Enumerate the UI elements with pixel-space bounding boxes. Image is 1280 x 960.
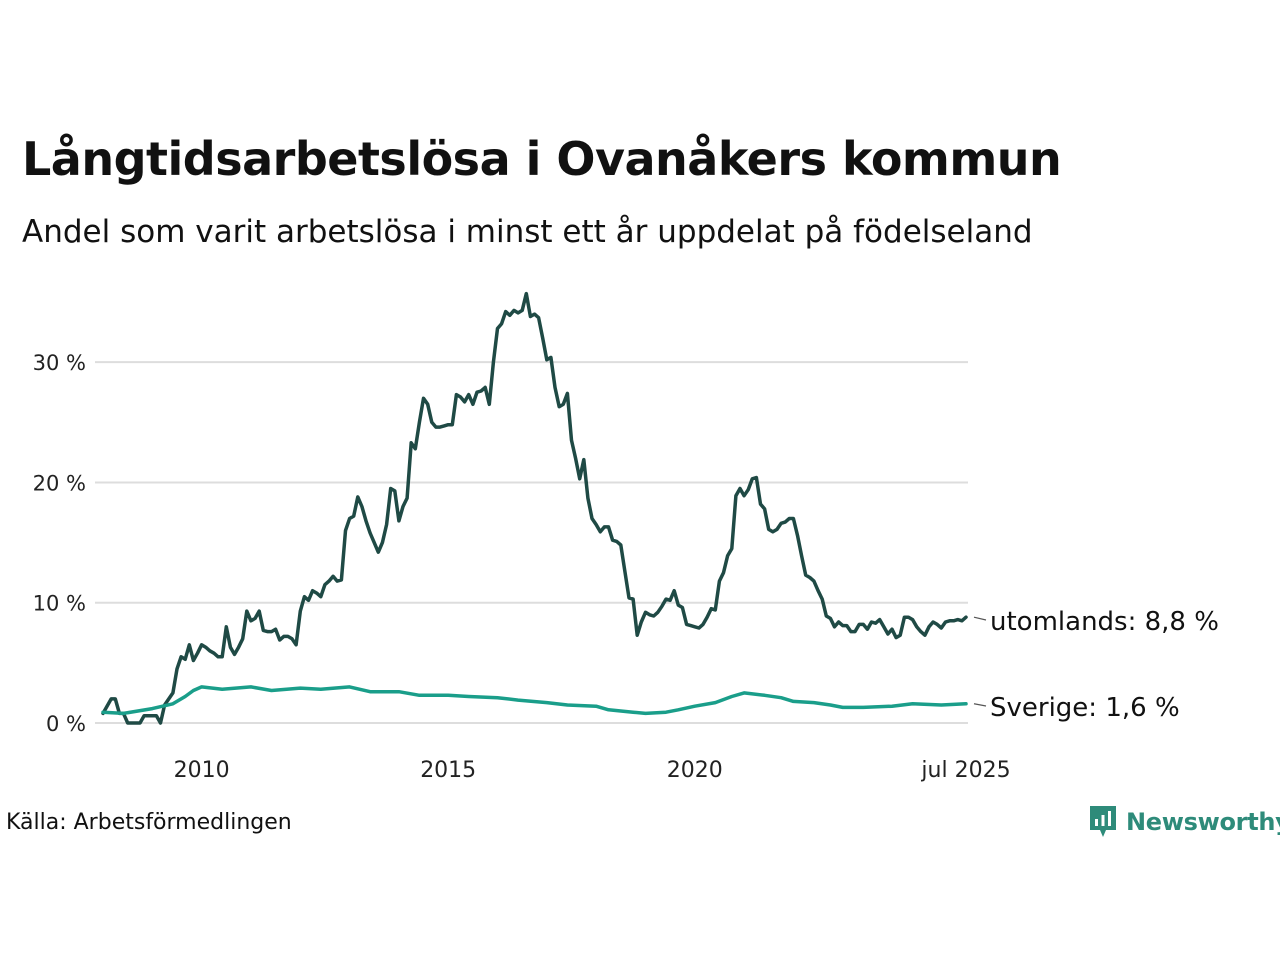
end-label-connector [973,703,987,707]
series-line-sverige [101,685,968,716]
grid [95,361,968,724]
end-label-utomlands: utomlands: 8,8 % [990,607,1219,637]
end-label-connector [973,616,987,621]
newsworthy-logo-text: Newsworthy [1126,808,1280,836]
line-chart: 0 % 10 % 20 % 30 % 2010 2015 2020 jul 2025 uto… [33,291,1219,783]
y-tick-label: 30 % [33,351,86,375]
y-tick-label: 10 % [33,592,86,616]
x-tick-label: jul 2025 [920,758,1010,783]
end-label-sverige: Sverige: 1,6 % [990,693,1180,723]
y-tick-label: 0 % [46,712,86,736]
end-labels: utomlands: 8,8 % Sverige: 1,6 % [973,607,1219,723]
x-tick-label: 2020 [667,758,723,783]
source-note: Källa: Arbetsförmedlingen [6,810,292,835]
x-tick-label: 2015 [420,758,476,783]
newsworthy-logo[interactable]: Newsworthy [1088,804,1280,840]
series-line-utomlands [101,291,968,725]
y-axis: 0 % 10 % 20 % 30 % [33,351,86,736]
series-lines [101,291,968,725]
newsworthy-logo-icon [1090,806,1116,837]
x-axis: 2010 2015 2020 jul 2025 [174,758,1011,783]
chart-subtitle: Andel som varit arbetslösa i minst ett å… [22,214,1033,250]
y-tick-label: 20 % [33,471,86,495]
x-tick-label: 2010 [174,758,230,783]
chart-title: Långtidsarbetslösa i Ovanåkers kommun [22,132,1062,186]
